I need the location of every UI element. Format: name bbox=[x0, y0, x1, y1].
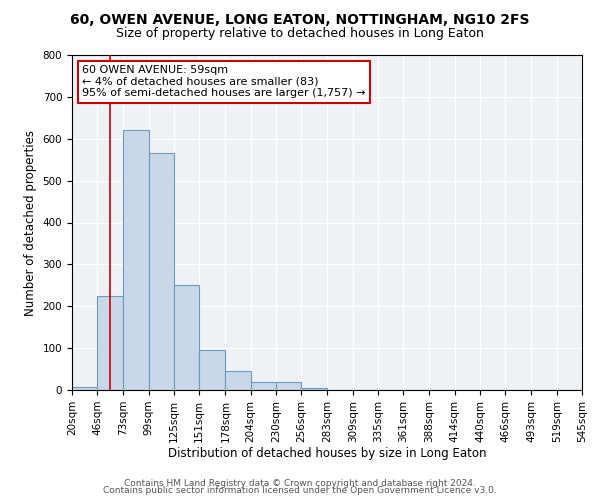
Text: 60, OWEN AVENUE, LONG EATON, NOTTINGHAM, NG10 2FS: 60, OWEN AVENUE, LONG EATON, NOTTINGHAM,… bbox=[70, 12, 530, 26]
Bar bbox=[301, 388, 328, 390]
Text: Contains HM Land Registry data © Crown copyright and database right 2024.: Contains HM Land Registry data © Crown c… bbox=[124, 478, 476, 488]
Bar bbox=[226, 371, 251, 390]
Text: Size of property relative to detached houses in Long Eaton: Size of property relative to detached ho… bbox=[116, 28, 484, 40]
Bar bbox=[174, 286, 199, 390]
Text: 60 OWEN AVENUE: 59sqm
← 4% of detached houses are smaller (83)
95% of semi-detac: 60 OWEN AVENUE: 59sqm ← 4% of detached h… bbox=[82, 65, 366, 98]
Bar bbox=[276, 382, 301, 390]
Bar bbox=[251, 382, 276, 390]
Bar bbox=[199, 350, 226, 390]
Y-axis label: Number of detached properties: Number of detached properties bbox=[24, 130, 37, 316]
Bar bbox=[97, 296, 124, 390]
Bar bbox=[124, 130, 149, 390]
Text: Contains public sector information licensed under the Open Government Licence v3: Contains public sector information licen… bbox=[103, 486, 497, 495]
Bar bbox=[72, 386, 97, 390]
X-axis label: Distribution of detached houses by size in Long Eaton: Distribution of detached houses by size … bbox=[168, 448, 486, 460]
Bar bbox=[149, 154, 174, 390]
